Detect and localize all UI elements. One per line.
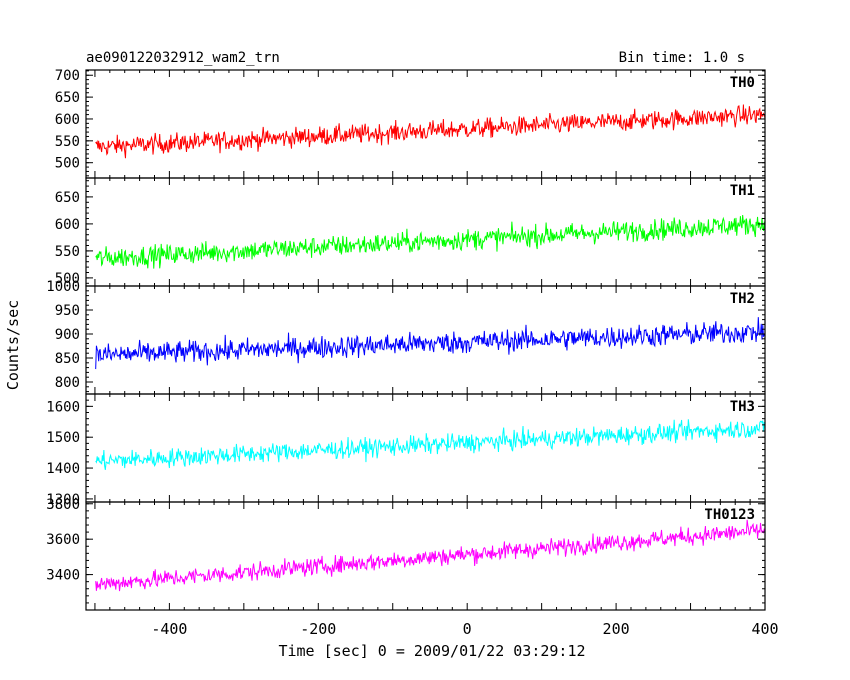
y-tick-label: 1400 xyxy=(46,461,80,477)
y-tick-label: 800 xyxy=(55,375,80,391)
panel-label-th0123: TH0123 xyxy=(704,507,755,523)
panel-th1: 500 550 600 650 TH1 xyxy=(55,177,766,287)
series-line-th3 xyxy=(95,419,765,470)
y-tick-label: 500 xyxy=(55,271,80,287)
y-tick-label: 3600 xyxy=(46,532,80,548)
y-tick-label: 700 xyxy=(55,68,80,84)
y-tick-label: 550 xyxy=(55,134,80,150)
y-tick-label: 850 xyxy=(55,351,80,367)
y-tick-label: 900 xyxy=(55,327,80,343)
panel-label-th0: TH0 xyxy=(730,75,755,91)
series-line-th1 xyxy=(95,215,765,269)
y-tick-label: 600 xyxy=(55,112,80,128)
y-tick-label: 1500 xyxy=(46,430,80,446)
y-tick-label: 3400 xyxy=(46,568,80,584)
x-tick-label: 400 xyxy=(751,620,778,638)
panel-label-th1: TH1 xyxy=(730,183,755,199)
panel-label-th2: TH2 xyxy=(730,291,755,307)
panel-frame xyxy=(85,501,766,611)
y-tick-label: 1000 xyxy=(46,279,80,295)
y-tick-label: 600 xyxy=(55,217,80,233)
panel-th2: 800 850 900 950 1000 TH2 xyxy=(46,279,766,395)
y-tick-label: 1600 xyxy=(46,399,80,415)
bin-time-label: Bin time: 1.0 s xyxy=(619,50,745,66)
y-tick-label: 950 xyxy=(55,303,80,319)
series-line-th0 xyxy=(95,104,765,159)
x-axis: -400 -200 0 200 400 xyxy=(151,620,778,638)
panel-th0: 500 550 600 650 700 TH0 xyxy=(55,68,766,179)
series-line-th0123 xyxy=(95,519,765,592)
y-tick-label: 500 xyxy=(55,156,80,172)
y-tick-label: 3800 xyxy=(46,497,80,513)
x-tick-label: 200 xyxy=(603,620,630,638)
x-tick-label: -200 xyxy=(300,620,336,638)
x-axis-label: Time [sec] 0 = 2009/01/22 03:29:12 xyxy=(278,642,585,660)
panel-label-th3: TH3 xyxy=(730,399,755,415)
panels-group: 500 550 600 650 700 TH0 500 550 600 650 TH1 800 850 9… xyxy=(46,68,766,611)
observation-title: ae090122032912_wam2_trn xyxy=(86,50,280,66)
series-line-th2 xyxy=(95,317,765,370)
panel-th3: 1300 1400 1500 1600 TH3 xyxy=(46,393,766,508)
y-tick-label: 650 xyxy=(55,190,80,206)
panel-th0123: 3400 3600 3800 TH0123 xyxy=(46,497,766,611)
y-axis-label: Counts/sec xyxy=(4,300,22,390)
y-tick-label: 550 xyxy=(55,244,80,260)
x-tick-label: -400 xyxy=(151,620,187,638)
x-tick-label: 0 xyxy=(463,620,472,638)
y-tick-label: 650 xyxy=(55,90,80,106)
panel-frame xyxy=(85,69,766,179)
y-tick-label: 1300 xyxy=(46,492,80,508)
